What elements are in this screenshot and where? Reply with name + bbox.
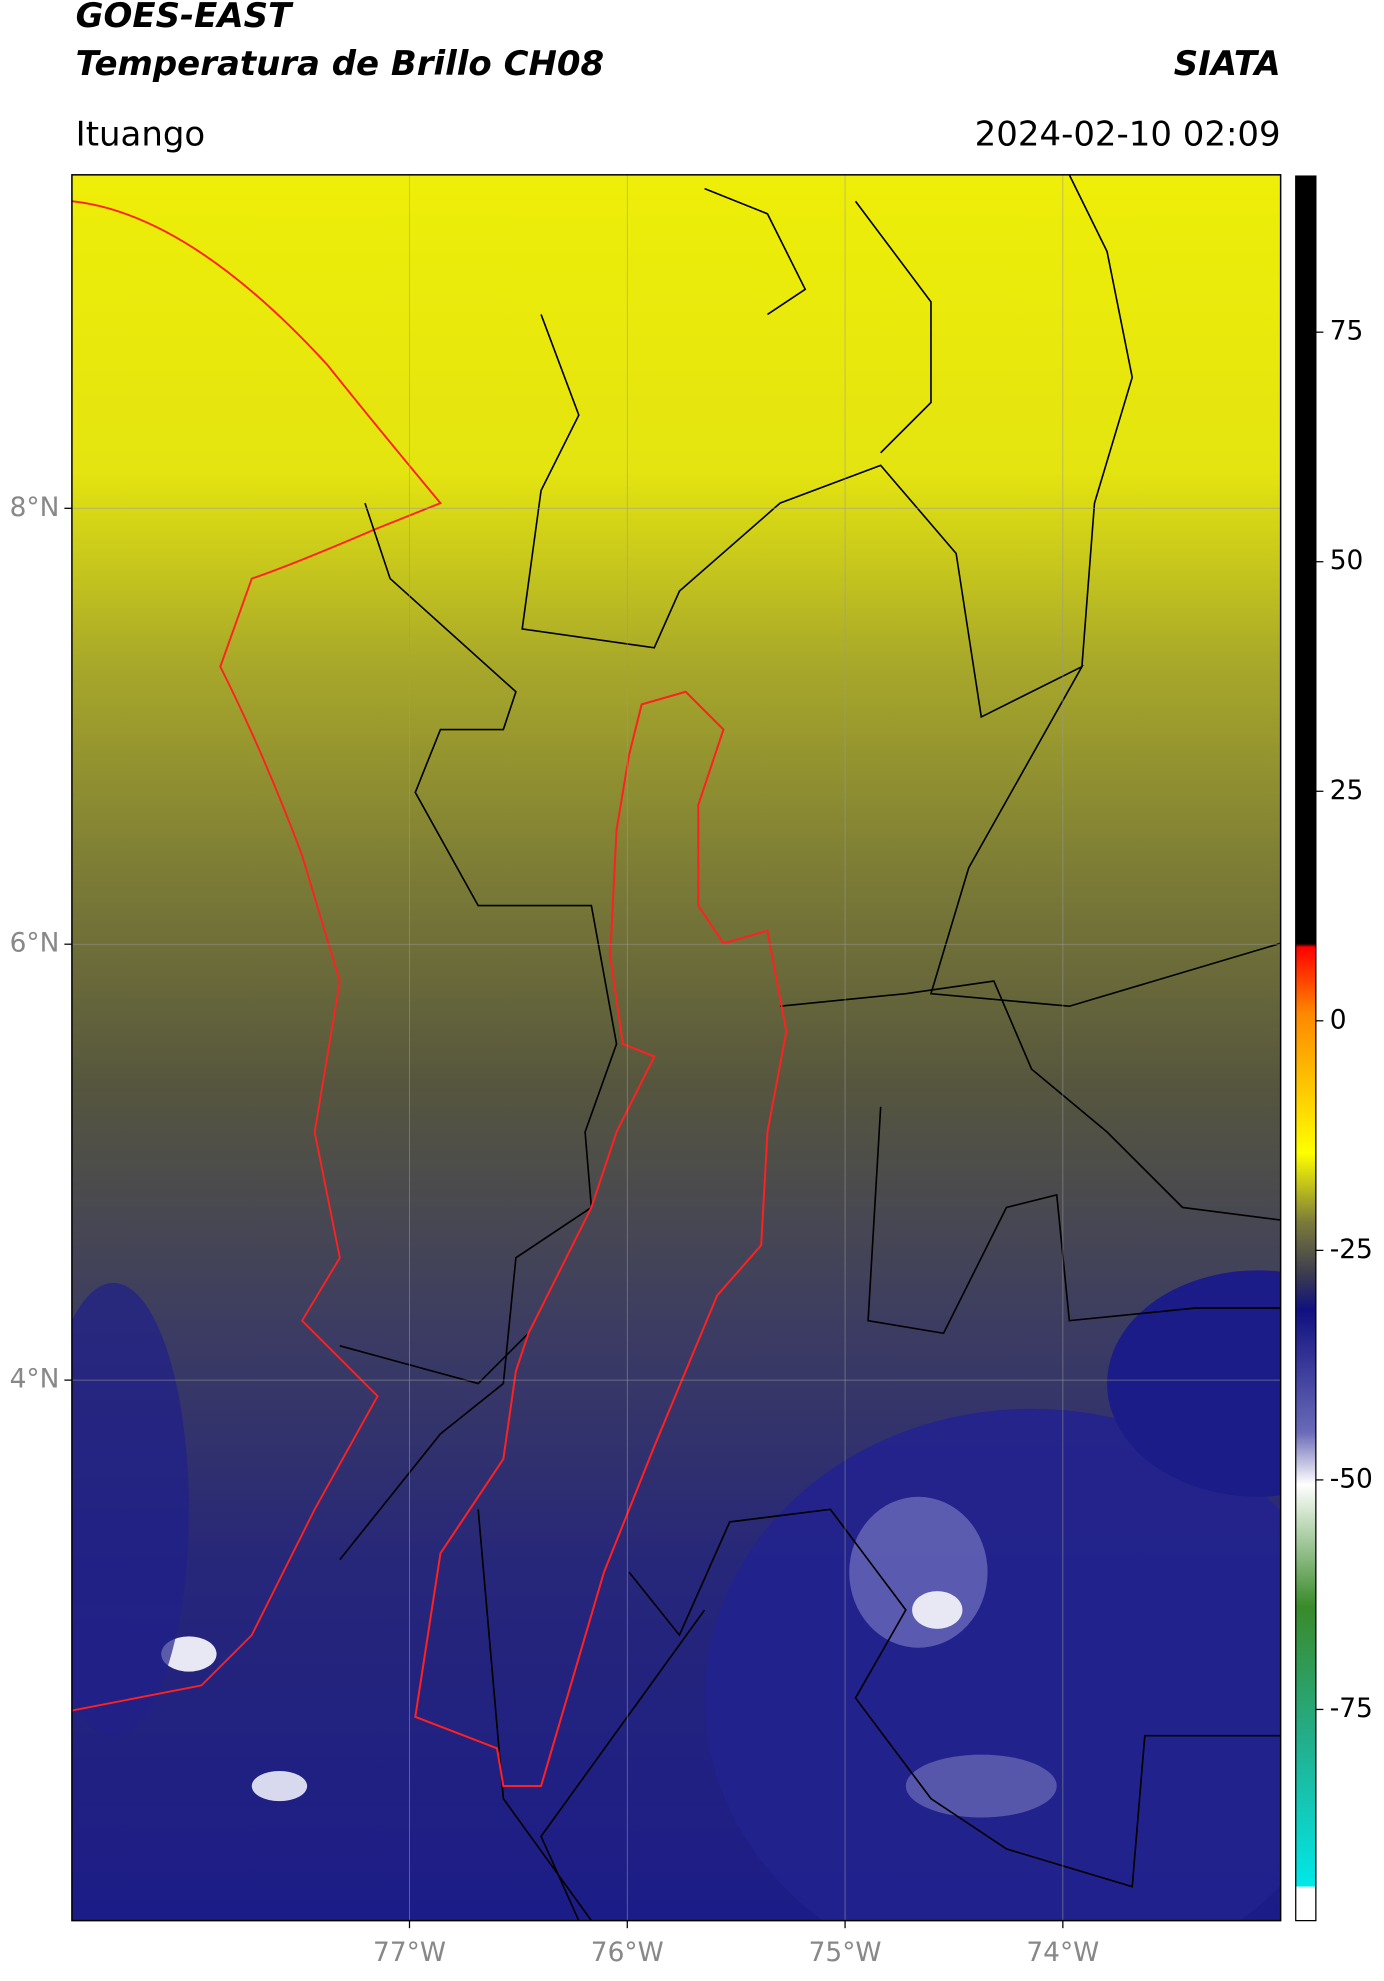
x-tick-label: 75°W	[809, 1937, 882, 1968]
map-field	[71, 174, 1281, 1921]
x-tick-label: 74°W	[1026, 1937, 1099, 1968]
location: Ituango	[76, 114, 206, 154]
colorbar-tick-label: 50	[1330, 545, 1364, 576]
colorbar	[1295, 175, 1317, 1922]
colorbar-tick-label: -75	[1330, 1693, 1373, 1724]
axes: 77°W 76°W 75°W 74°W 8°N 6°N 4°N 75 50 25 0 -25 -50 -7…	[10, 174, 1373, 1968]
y-tick-label: 4°N	[10, 1364, 60, 1395]
source: SIATA	[1174, 44, 1281, 84]
colorbar-tick-label: -25	[1330, 1234, 1373, 1265]
colorbar-tick-label: 25	[1330, 775, 1364, 806]
map-frame	[71, 174, 1282, 1922]
colorbar-tick-label: 75	[1330, 316, 1364, 347]
x-tick-label: 76°W	[591, 1937, 664, 1968]
subtitle: Temperatura de Brillo CH08	[76, 44, 604, 84]
y-tick-label: 6°N	[10, 928, 60, 959]
colorbar-tick-label: 0	[1330, 1004, 1347, 1035]
y-tick-label: 8°N	[10, 492, 60, 523]
x-tick-label: 77°W	[373, 1937, 446, 1968]
colorbar-tick-label: -50	[1330, 1463, 1373, 1494]
datetime: 2024-02-10 02:09	[975, 114, 1281, 154]
title: GOES-EAST	[76, 0, 294, 36]
